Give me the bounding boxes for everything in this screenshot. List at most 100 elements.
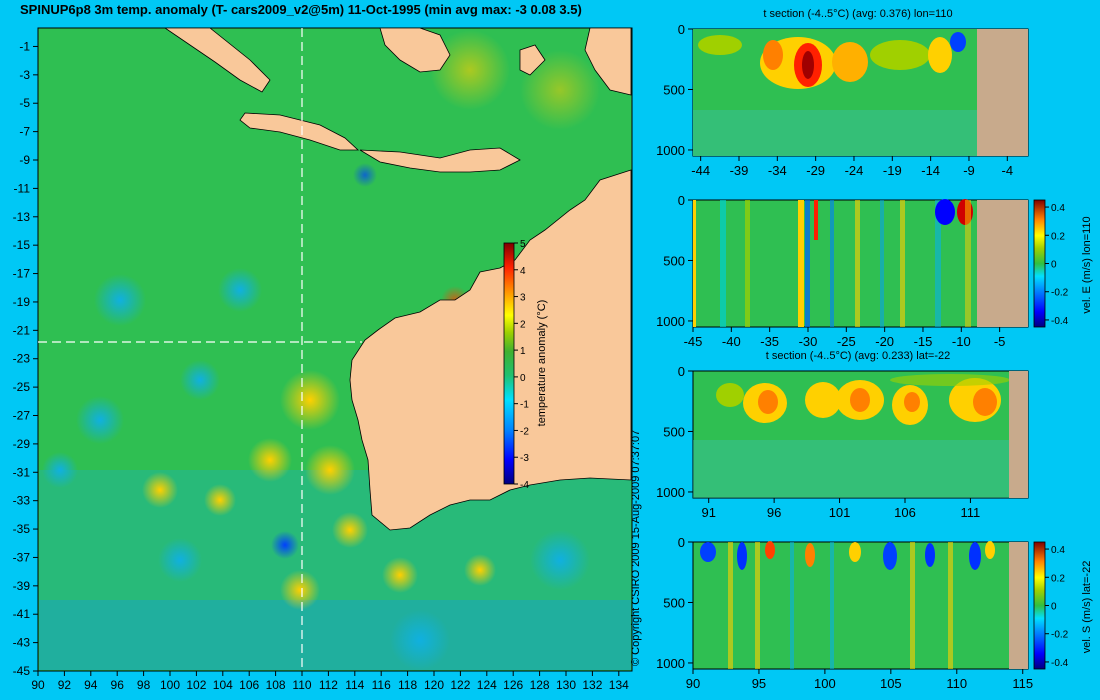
map-colorbar-tick-label: -2 — [520, 426, 529, 437]
map-x-tick-label: 122 — [450, 678, 470, 692]
section-y-tick-label: 500 — [663, 595, 685, 610]
section-x-tick-label: 105 — [880, 676, 902, 691]
map-y-tick-label: -7 — [19, 125, 30, 139]
map-colorbar-tick-label: 0 — [520, 373, 526, 384]
map-x-tick-label: 104 — [213, 678, 233, 692]
map-y-tick-label: -33 — [13, 494, 31, 508]
map-y-tick-label: -9 — [19, 153, 30, 167]
map-y-tick-label: -39 — [13, 579, 31, 593]
section-y-tick-label: 500 — [663, 424, 685, 439]
section-x-tick-label: -24 — [845, 163, 864, 178]
section-t-lat-features — [716, 374, 1010, 425]
map-x-tick-label: 108 — [266, 678, 286, 692]
section-y-tick-label: 0 — [678, 193, 685, 208]
map-y-tick-label: -35 — [13, 522, 31, 536]
map-x-tick-label: 110 — [292, 678, 311, 692]
section-x-tick-label: -20 — [875, 334, 894, 349]
land-lesser-sunda — [359, 147, 521, 173]
map-x-tick-label: 98 — [137, 678, 151, 692]
map-deep-south-band — [39, 600, 631, 670]
land-sumatra-malaysia — [163, 27, 271, 93]
map-colorbar-tick-label: 4 — [520, 266, 526, 277]
map-y-tick-label: -19 — [13, 295, 31, 309]
section-y-tick-label: 500 — [663, 82, 685, 97]
section-u-lon-panel: -45 -40 -35 -30 -25 -20 -15 -10 -5 0 500 1000 0.4 0.… — [656, 193, 1093, 349]
section-y-tick-label: 500 — [663, 253, 685, 268]
section-x-tick-label: -34 — [768, 163, 787, 178]
section-colorbar-tick-label: -0.4 — [1051, 316, 1069, 327]
section-colorbar-tick-label: -0.2 — [1051, 630, 1069, 641]
section-colorbar-tick-label: -0.4 — [1051, 658, 1069, 669]
map-x-tick-label: 128 — [530, 678, 550, 692]
section-x-tick-label: 95 — [752, 676, 766, 691]
section-y-tick-label: 1000 — [656, 485, 685, 500]
map-y-tick-label: -41 — [13, 607, 31, 621]
map-x-tick-label: 94 — [84, 678, 98, 692]
map-colorbar-tick-label: 1 — [520, 346, 526, 357]
section-x-tick-label: -35 — [760, 334, 779, 349]
map-y-tick-label: -1 — [19, 39, 30, 53]
map-x-tick-label: 112 — [319, 678, 338, 692]
map-y-tick-label: -13 — [13, 210, 31, 224]
section-colorbar-tick-label: 0.4 — [1051, 203, 1065, 214]
section-x-tick-label: -39 — [730, 163, 749, 178]
map-y-tick-label: -5 — [19, 96, 30, 110]
map-x-tick-label: 90 — [31, 678, 45, 692]
land-java — [239, 112, 360, 151]
land-sulawesi — [519, 44, 546, 76]
land-australia — [349, 169, 632, 531]
section-x-tick-label: -9 — [963, 163, 975, 178]
section-x-tick-label: 111 — [961, 505, 981, 520]
section-x-tick-label: -30 — [799, 334, 818, 349]
map-y-tick-label: -45 — [13, 664, 31, 678]
section-u-lon-features — [693, 199, 973, 327]
section-y-tick-label: 1000 — [656, 314, 685, 329]
section-x-tick-label: 101 — [829, 505, 851, 520]
vel-s-colorbar-label: vel. S (m/s) lat=-22 — [1081, 561, 1093, 654]
land-borneo-region — [379, 27, 451, 73]
map-eddies — [42, 30, 600, 670]
section-y-tick-label: 1000 — [656, 656, 685, 671]
section-x-tick-label: 106 — [894, 505, 916, 520]
map-y-tick-label: -37 — [13, 550, 31, 564]
section-x-tick-label: -44 — [691, 163, 710, 178]
section-y-tick-label: 0 — [678, 535, 685, 550]
copyright-notice: © Copyright CSIRO 2009 15-Aug-2009 07:37… — [630, 429, 642, 666]
section-x-tick-label: 90 — [686, 676, 700, 691]
map-y-tick-label: -43 — [13, 636, 31, 650]
map-y-tick-label: -23 — [13, 352, 31, 366]
section-t-lon-features — [698, 32, 966, 89]
map-y-tick-label: -15 — [13, 238, 31, 252]
map-y-tick-label: -21 — [13, 323, 31, 337]
map-x-tick-label: 120 — [424, 678, 444, 692]
map-x-tick-label: 126 — [503, 678, 523, 692]
section-x-tick-label: -19 — [883, 163, 902, 178]
section-x-tick-label: 91 — [701, 505, 715, 520]
section-colorbar-tick-label: -0.2 — [1051, 288, 1069, 299]
map-colorbar-tick-label: -4 — [520, 480, 529, 491]
map-y-tick-label: -3 — [19, 68, 30, 82]
section-t-lat-title: t section (-4..5°C) (avg: 0.233) lat=-22 — [766, 350, 950, 362]
map-x-tick-label: 132 — [582, 678, 602, 692]
map-colorbar-tick-label: 3 — [520, 293, 526, 304]
section-x-tick-label: -40 — [722, 334, 741, 349]
section-x-tick-label: -14 — [921, 163, 940, 178]
section-y-tick-label: 1000 — [656, 143, 685, 158]
map-y-tick-label: -11 — [14, 181, 31, 195]
section-x-tick-label: 115 — [1012, 676, 1033, 691]
map-colorbar-label: temperature anomaly (°C) — [536, 300, 548, 427]
land-new-guinea — [584, 27, 632, 96]
section-x-tick-label: 110 — [946, 676, 967, 691]
map-x-tick-label: 102 — [186, 678, 206, 692]
map-y-tick-label: -27 — [13, 409, 31, 423]
map-y-tick-label: -31 — [13, 465, 31, 479]
map-x-tick-label: 118 — [398, 678, 417, 692]
map-x-tick-label: 134 — [609, 678, 629, 692]
map-land — [163, 27, 632, 531]
section-x-tick-label: 100 — [814, 676, 836, 691]
section-t-lat-panel: t section (-4..5°C) (avg: 0.233) lat=-22… — [656, 350, 1029, 520]
section-colorbar-tick-label: 0.4 — [1051, 545, 1065, 556]
section-x-tick-label: -4 — [1002, 163, 1014, 178]
section-x-tick-label: -45 — [684, 334, 703, 349]
